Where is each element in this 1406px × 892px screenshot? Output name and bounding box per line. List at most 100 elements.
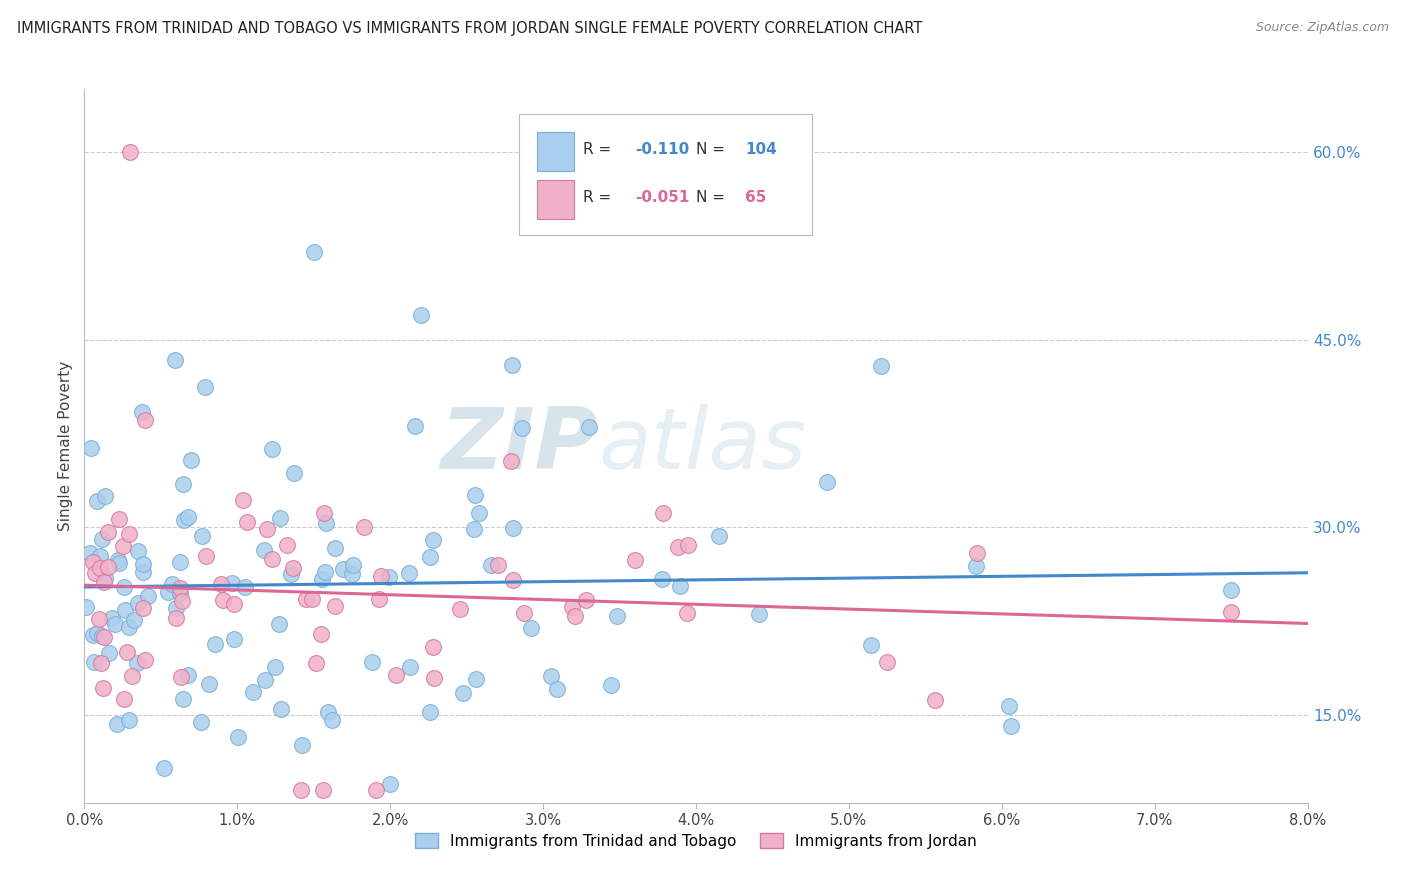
Point xyxy=(1000,719,1022,733)
Point xyxy=(479,558,502,572)
Point xyxy=(169,581,191,595)
Point xyxy=(419,549,441,564)
Point xyxy=(311,572,333,586)
Point xyxy=(75,599,97,614)
Point xyxy=(309,627,332,641)
Point xyxy=(605,609,627,624)
Point xyxy=(676,538,699,552)
Point xyxy=(112,691,135,706)
Point xyxy=(384,668,406,682)
Point xyxy=(89,560,111,574)
Point xyxy=(107,553,129,567)
Point xyxy=(290,783,312,797)
Point xyxy=(399,659,422,673)
Point xyxy=(575,593,598,607)
Point xyxy=(269,511,291,525)
Point xyxy=(283,466,305,480)
Point xyxy=(93,575,115,590)
Point xyxy=(194,380,217,394)
Point xyxy=(502,573,524,587)
Point xyxy=(364,783,387,797)
Point xyxy=(323,541,346,555)
Point xyxy=(312,783,335,797)
Point xyxy=(105,717,128,731)
Point xyxy=(676,606,699,620)
Point xyxy=(160,577,183,591)
Point xyxy=(191,529,214,543)
Point xyxy=(323,599,346,614)
Point xyxy=(340,567,363,582)
Point xyxy=(353,520,375,534)
Point xyxy=(815,475,838,490)
Point xyxy=(91,532,114,546)
Point xyxy=(94,490,117,504)
Point xyxy=(578,420,600,434)
Point xyxy=(253,542,276,557)
Point xyxy=(118,527,141,541)
Point xyxy=(86,626,108,640)
Point xyxy=(131,405,153,419)
Point xyxy=(121,669,143,683)
Text: -0.110: -0.110 xyxy=(636,143,689,157)
Point xyxy=(118,620,141,634)
Point xyxy=(97,560,120,574)
Point xyxy=(197,677,219,691)
Y-axis label: Single Female Poverty: Single Female Poverty xyxy=(58,361,73,531)
Point xyxy=(173,513,195,527)
Point xyxy=(212,593,235,607)
Text: atlas: atlas xyxy=(598,404,806,488)
Point xyxy=(380,777,402,791)
Point xyxy=(177,668,200,682)
Point xyxy=(378,570,401,584)
Text: Source: ZipAtlas.com: Source: ZipAtlas.com xyxy=(1256,21,1389,35)
Point xyxy=(100,610,122,624)
Point xyxy=(222,597,245,611)
Point xyxy=(190,714,212,729)
Point xyxy=(860,638,883,652)
Point xyxy=(264,660,287,674)
Point xyxy=(115,645,138,659)
Point xyxy=(404,419,426,434)
Point xyxy=(468,506,491,520)
FancyBboxPatch shape xyxy=(537,132,574,171)
Point xyxy=(169,670,191,684)
Point xyxy=(169,586,191,600)
Point xyxy=(204,637,226,651)
Point xyxy=(112,580,135,594)
Point xyxy=(90,629,112,643)
Point xyxy=(157,585,180,599)
Point xyxy=(599,678,621,692)
Point xyxy=(108,512,131,526)
Point xyxy=(242,685,264,699)
Point xyxy=(80,442,103,456)
Point xyxy=(499,454,522,468)
Point xyxy=(305,656,328,670)
Point xyxy=(172,476,194,491)
Point xyxy=(924,693,946,707)
Point xyxy=(97,646,120,660)
Point xyxy=(90,657,112,671)
Point xyxy=(262,442,284,457)
Point xyxy=(254,673,277,687)
Point xyxy=(281,561,304,575)
Point xyxy=(1220,605,1243,619)
Text: N =: N = xyxy=(696,143,730,157)
Point xyxy=(276,538,298,552)
Point xyxy=(367,592,389,607)
Point xyxy=(291,739,314,753)
Point xyxy=(486,558,509,573)
Point xyxy=(370,568,392,582)
Point xyxy=(235,515,257,529)
Point xyxy=(134,653,156,667)
Text: -0.051: -0.051 xyxy=(636,190,689,205)
Point xyxy=(165,600,187,615)
Point xyxy=(118,713,141,727)
Point xyxy=(83,655,105,669)
Point xyxy=(232,492,254,507)
Point xyxy=(314,565,336,579)
Point xyxy=(120,145,142,159)
Text: ZIP: ZIP xyxy=(440,404,598,488)
FancyBboxPatch shape xyxy=(537,180,574,219)
Point xyxy=(360,655,382,669)
Point xyxy=(709,529,731,543)
